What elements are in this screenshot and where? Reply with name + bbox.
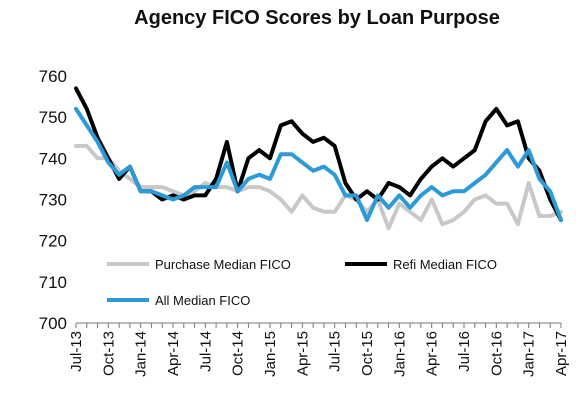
y-tick-label: 730	[39, 191, 67, 210]
x-tick-label: Jul-15	[327, 331, 344, 372]
x-tick-label: Oct-15	[359, 331, 376, 376]
x-tick-label: Jan-16	[391, 331, 408, 377]
y-tick-label: 720	[39, 232, 67, 251]
series-line-all-median-fico	[74, 106, 563, 223]
x-tick-label: Jul-14	[197, 331, 214, 372]
x-tick-label: Jan-15	[262, 331, 279, 377]
x-tick-label: Apr-16	[424, 331, 441, 376]
y-tick-label: 700	[39, 314, 67, 333]
legend: Purchase Median FICO Refi Median FICO All …	[107, 257, 497, 308]
y-tick-label: 750	[39, 108, 67, 127]
x-tick-label: Jan-14	[133, 331, 150, 377]
x-tick-label: Jul-16	[456, 331, 473, 372]
x-axis: Jul-13 Oct-13 Jan-14 Apr-14 Jul-14 Oct-14 Jan-…	[68, 322, 570, 377]
series-layer	[74, 86, 563, 231]
x-tick-label: Jan-17	[521, 331, 538, 377]
x-tick-label: Jul-13	[68, 331, 85, 372]
legend-label: All Median FICO	[155, 293, 250, 308]
chart-title: Agency FICO Scores by Loan Purpose	[134, 7, 500, 29]
x-tick-label: Apr-14	[165, 331, 182, 376]
series-line-purchase-median-fico	[74, 144, 563, 231]
x-tick-label: Oct-16	[488, 331, 505, 376]
series-line-refi-median-fico	[74, 86, 563, 223]
y-tick-label: 740	[39, 149, 67, 168]
legend-label: Refi Median FICO	[393, 257, 497, 272]
y-tick-label: 710	[39, 273, 67, 292]
y-axis: 700 710 720 730 740 750 760	[39, 67, 67, 333]
x-tick-label: Oct-13	[100, 331, 117, 376]
x-tick-label: Apr-17	[553, 331, 570, 376]
x-tick-label: Apr-15	[294, 331, 311, 376]
x-tick-label: Oct-14	[230, 331, 247, 376]
legend-label: Purchase Median FICO	[155, 257, 291, 272]
y-tick-label: 760	[39, 67, 67, 86]
